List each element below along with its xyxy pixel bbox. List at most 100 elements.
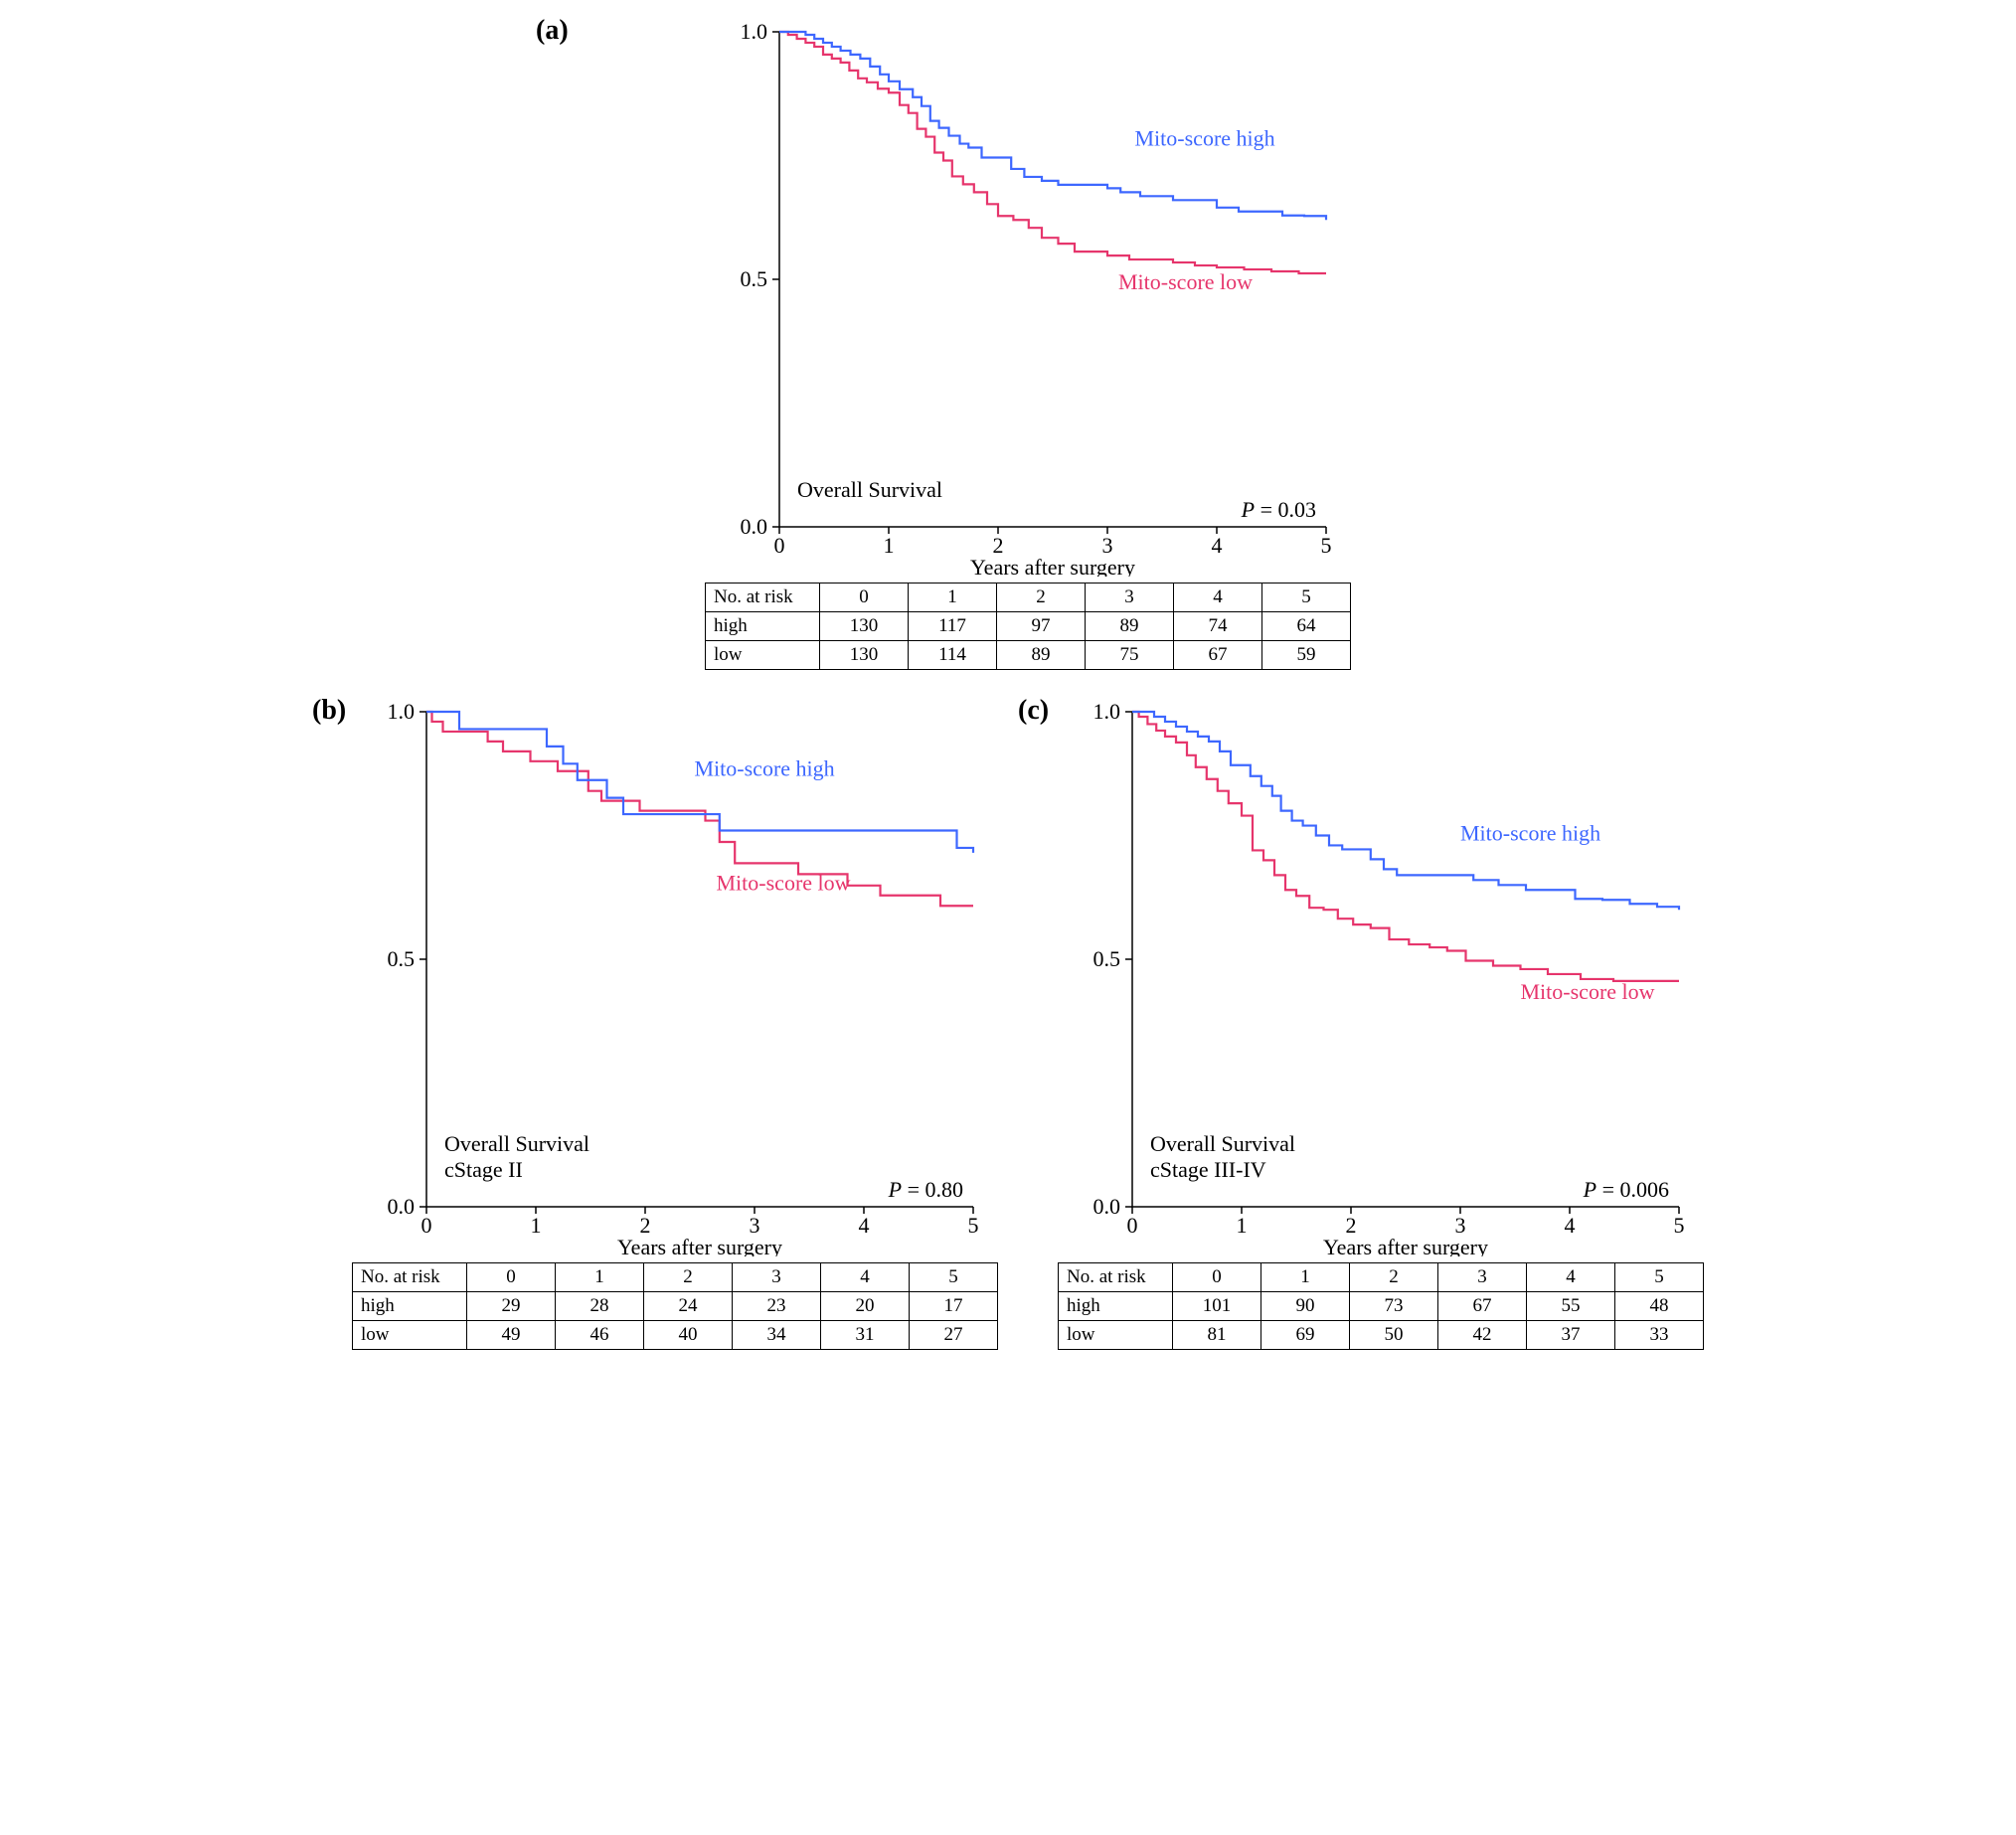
risk-row-label: high <box>706 612 820 641</box>
risk-header-cell: 5 <box>1615 1263 1704 1292</box>
panel-label-b: (b) <box>312 695 346 727</box>
km-curve-low <box>1132 712 1679 981</box>
ytick-label: 1.0 <box>1093 700 1121 724</box>
x-axis-label: Years after surgery <box>970 555 1135 577</box>
series-label-high: Mito-score high <box>1135 126 1275 151</box>
risk-cell: 17 <box>910 1292 998 1321</box>
risk-header-cell: 2 <box>997 584 1086 612</box>
p-value: P = 0.03 <box>1241 497 1316 522</box>
series-label-high: Mito-score high <box>1460 820 1600 845</box>
risk-cell: 81 <box>1173 1321 1261 1350</box>
risk-cell: 130 <box>820 612 909 641</box>
risk-cell: 31 <box>821 1321 910 1350</box>
ytick-label: 1.0 <box>388 700 416 724</box>
km-plot-c: 0123450.00.51.0Years after surgeryMito-s… <box>1063 700 1699 1256</box>
km-curve-low <box>426 712 973 906</box>
xtick-label: 5 <box>1321 533 1332 558</box>
risk-cell: 101 <box>1173 1292 1261 1321</box>
risk-header-cell: 1 <box>909 584 997 612</box>
risk-cell: 89 <box>997 641 1086 670</box>
risk-header-label: No. at risk <box>1059 1263 1173 1292</box>
risk-cell: 67 <box>1174 641 1262 670</box>
plot-title-line: Overall Survival <box>1150 1131 1295 1156</box>
table-row: high292824232017 <box>353 1292 998 1321</box>
risk-cell: 50 <box>1350 1321 1438 1350</box>
row-top: (a)0123450.00.51.0Years after surgeryMit… <box>20 20 2016 670</box>
table-row: low13011489756759 <box>706 641 1351 670</box>
km-curve-high <box>426 712 973 853</box>
risk-cell: 46 <box>556 1321 644 1350</box>
risk-header-cell: 3 <box>733 1263 821 1292</box>
risk-header-cell: 0 <box>467 1263 556 1292</box>
km-plot-a: 0123450.00.51.0Years after surgeryMito-s… <box>710 20 1346 577</box>
risk-header-cell: 0 <box>820 584 909 612</box>
risk-header-cell: 1 <box>556 1263 644 1292</box>
risk-header-cell: 2 <box>644 1263 733 1292</box>
risk-cell: 74 <box>1174 612 1262 641</box>
p-value: P = 0.80 <box>888 1177 963 1202</box>
xtick-label: 5 <box>1674 1213 1685 1238</box>
xtick-label: 4 <box>1212 533 1223 558</box>
xtick-label: 1 <box>1237 1213 1248 1238</box>
risk-cell: 89 <box>1086 612 1174 641</box>
ytick-label: 0.5 <box>1093 946 1121 971</box>
risk-header-cell: 4 <box>1527 1263 1615 1292</box>
risk-header-cell: 0 <box>1173 1263 1261 1292</box>
risk-table-b: No. at risk012345 high292824232017 low49… <box>352 1262 998 1350</box>
risk-header-cell: 5 <box>910 1263 998 1292</box>
xtick-label: 0 <box>421 1213 432 1238</box>
risk-header-cell: 4 <box>1174 584 1262 612</box>
risk-header-cell: 2 <box>1350 1263 1438 1292</box>
risk-cell: 117 <box>909 612 997 641</box>
risk-cell: 23 <box>733 1292 821 1321</box>
ytick-label: 1.0 <box>741 20 768 44</box>
plot-wrap: 0123450.00.51.0Years after surgeryMito-s… <box>1063 700 1699 1256</box>
risk-header-cell: 3 <box>1086 584 1174 612</box>
ytick-label: 0.0 <box>741 514 768 539</box>
series-label-low: Mito-score low <box>1521 979 1655 1004</box>
risk-header-cell: 3 <box>1438 1263 1527 1292</box>
panel-label-a: (a) <box>536 15 569 47</box>
risk-cell: 69 <box>1261 1321 1350 1350</box>
xtick-label: 1 <box>884 533 895 558</box>
xtick-label: 0 <box>774 533 785 558</box>
km-curve-low <box>779 32 1326 273</box>
panel-a: (a)0123450.00.51.0Years after surgeryMit… <box>705 20 1351 670</box>
table-row: high13011797897464 <box>706 612 1351 641</box>
risk-row-label: low <box>353 1321 467 1350</box>
ytick-label: 0.5 <box>741 266 768 291</box>
panel-label-c: (c) <box>1018 695 1049 727</box>
risk-cell: 28 <box>556 1292 644 1321</box>
xtick-label: 1 <box>531 1213 542 1238</box>
table-row: low816950423733 <box>1059 1321 1704 1350</box>
risk-cell: 49 <box>467 1321 556 1350</box>
km-curve-high <box>1132 712 1679 910</box>
plot-wrap: 0123450.00.51.0Years after surgeryMito-s… <box>357 700 993 1256</box>
table-row: No. at risk012345 <box>1059 1263 1704 1292</box>
risk-header-cell: 5 <box>1262 584 1351 612</box>
risk-header-label: No. at risk <box>353 1263 467 1292</box>
risk-table-c: No. at risk012345 high1019073675548 low8… <box>1058 1262 1704 1350</box>
risk-cell: 55 <box>1527 1292 1615 1321</box>
table-row: No. at risk012345 <box>706 584 1351 612</box>
risk-cell: 59 <box>1262 641 1351 670</box>
risk-cell: 64 <box>1262 612 1351 641</box>
ytick-label: 0.5 <box>388 946 416 971</box>
x-axis-label: Years after surgery <box>617 1235 782 1256</box>
panel-b: (b)0123450.00.51.0Years after surgeryMit… <box>352 700 998 1350</box>
ytick-label: 0.0 <box>1093 1194 1121 1219</box>
km-plot-b: 0123450.00.51.0Years after surgeryMito-s… <box>357 700 993 1256</box>
risk-cell: 75 <box>1086 641 1174 670</box>
plot-title-line: Overall Survival <box>444 1131 589 1156</box>
panel-c: (c)0123450.00.51.0Years after surgeryMit… <box>1058 700 1704 1350</box>
risk-cell: 48 <box>1615 1292 1704 1321</box>
risk-header-label: No. at risk <box>706 584 820 612</box>
risk-header-cell: 1 <box>1261 1263 1350 1292</box>
series-label-high: Mito-score high <box>695 756 835 781</box>
table-row: high1019073675548 <box>1059 1292 1704 1321</box>
plot-wrap: 0123450.00.51.0Years after surgeryMito-s… <box>710 20 1346 577</box>
plot-title-line: Overall Survival <box>797 477 942 502</box>
risk-cell: 73 <box>1350 1292 1438 1321</box>
series-label-low: Mito-score low <box>717 870 851 895</box>
risk-cell: 20 <box>821 1292 910 1321</box>
